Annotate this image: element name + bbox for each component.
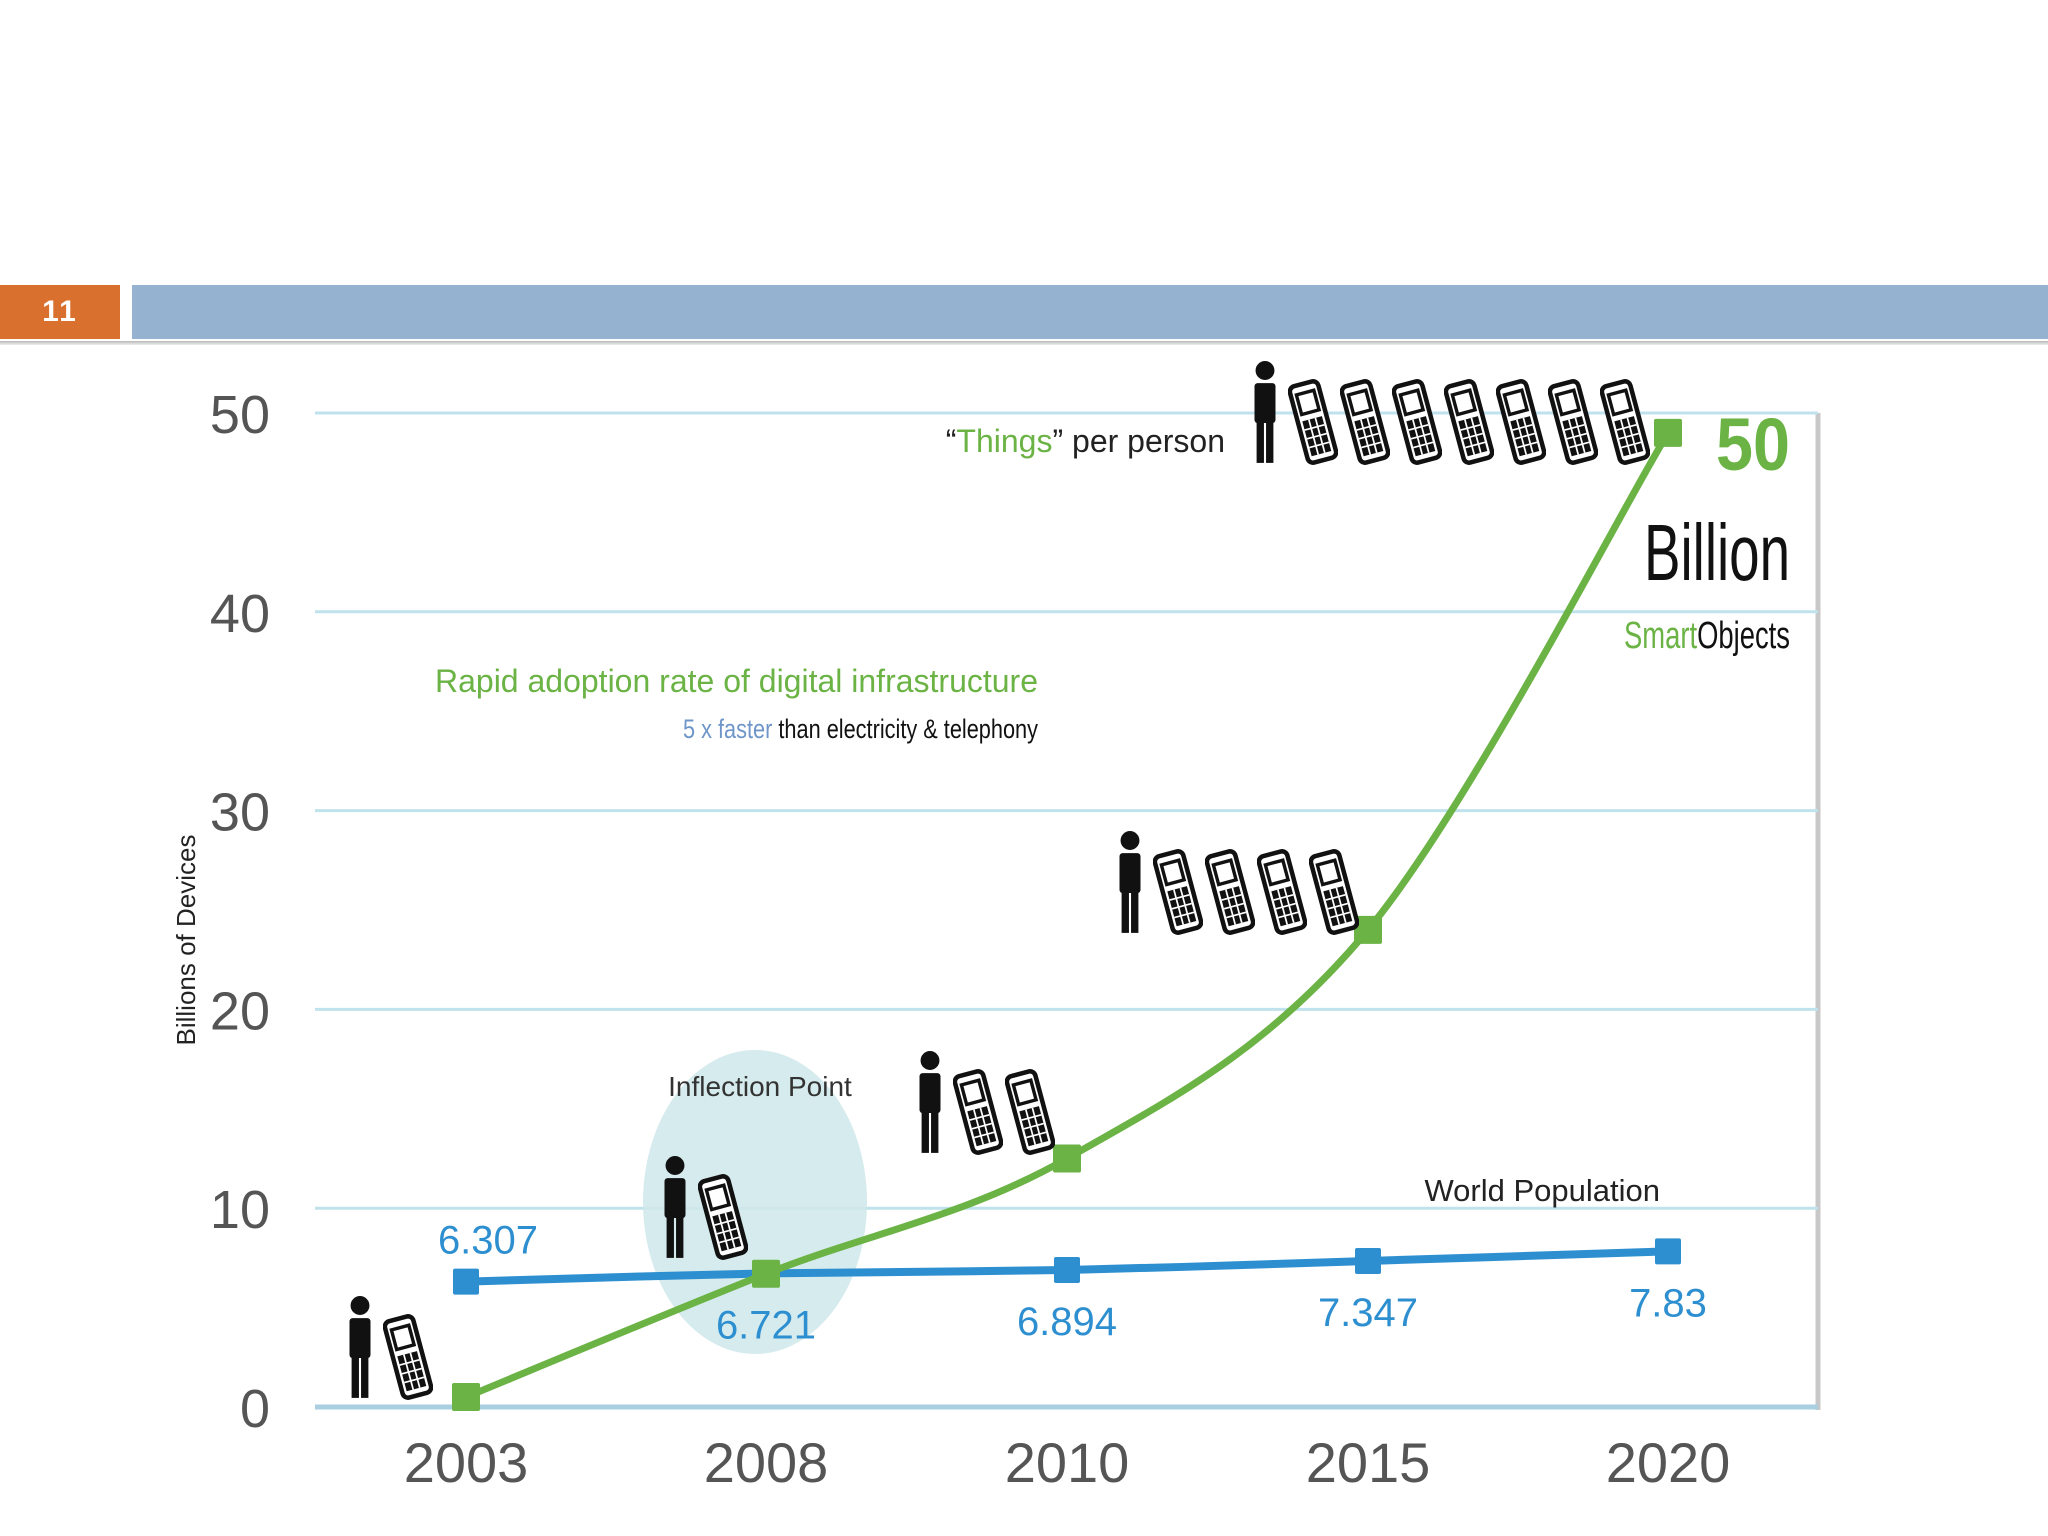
person-icon	[349, 1296, 371, 1398]
things-per-person-icons	[349, 361, 1650, 1399]
devices-point-2015	[1354, 915, 1382, 944]
y-tick-40: 40	[210, 584, 270, 644]
population-value-2008: 6.721	[716, 1303, 816, 1347]
y-tick-labels: 0 10 20 30 40 50	[210, 385, 270, 1439]
slide-number: 11	[0, 285, 120, 339]
series-group	[452, 418, 1682, 1412]
mobile-phone-icon	[1445, 380, 1494, 464]
population-value-2015: 7.347	[1318, 1291, 1418, 1335]
mobile-phone-icon	[1497, 380, 1546, 464]
x-tick-2020: 2020	[1606, 1431, 1731, 1494]
things-group-2015	[1119, 831, 1359, 934]
things-per-person-label: “Things” per person	[946, 423, 1225, 459]
world-population-label: World Population	[1424, 1173, 1660, 1208]
x-tick-2010: 2010	[1005, 1431, 1130, 1494]
population-point-2003	[453, 1268, 479, 1295]
mobile-phone-icon	[1341, 380, 1390, 464]
faster-label: 5 x faster than electricity & telephony	[683, 714, 1038, 744]
adoption-rate-label: Rapid adoption rate of digital infrastru…	[435, 663, 1038, 699]
x-tick-2015: 2015	[1306, 1431, 1431, 1494]
person-icon	[1254, 361, 1276, 463]
person-icon	[1119, 831, 1141, 933]
smart-objects-label: SmartObjects	[1624, 615, 1790, 657]
y-tick-30: 30	[210, 783, 270, 843]
y-tick-0: 0	[240, 1379, 270, 1439]
devices-line	[462, 429, 1672, 1401]
population-point-2010	[1054, 1256, 1080, 1283]
mobile-phone-icon	[1393, 380, 1442, 464]
mobile-phone-icon	[1549, 380, 1598, 464]
mobile-phone-icon	[1154, 850, 1203, 934]
devices-point-2008	[752, 1259, 780, 1288]
inflection-label: Inflection Point	[668, 1071, 852, 1102]
population-point-2020	[1655, 1238, 1681, 1265]
y-tick-10: 10	[210, 1180, 270, 1240]
mobile-phone-icon	[1289, 380, 1338, 464]
population-value-2003: 6.307	[438, 1219, 538, 1263]
mobile-phone-icon	[1206, 850, 1255, 934]
population-value-2010: 6.894	[1017, 1300, 1117, 1344]
title-band	[132, 285, 2048, 339]
population-value-2020: 7.83	[1629, 1281, 1707, 1325]
mobile-phone-icon	[1006, 1070, 1055, 1154]
total-devices-number: 50	[1716, 403, 1790, 486]
y-tick-20: 20	[210, 981, 270, 1041]
devices-point-2003	[452, 1383, 480, 1412]
devices-point-2010	[1053, 1144, 1081, 1173]
total-devices-unit: Billion	[1644, 508, 1790, 597]
y-axis-label: Billions of Devices	[171, 835, 201, 1046]
header-shadow	[0, 341, 2048, 345]
mobile-phone-icon	[1258, 850, 1307, 934]
mobile-phone-icon	[954, 1070, 1003, 1154]
mobile-phone-icon	[1310, 850, 1359, 934]
x-tick-labels: 2003 2008 2010 2015 2020	[404, 1431, 1731, 1494]
x-tick-2003: 2003	[404, 1431, 529, 1494]
things-group-2003	[349, 1296, 433, 1399]
population-value-labels: 6.307 6.721 6.894 7.347 7.83	[438, 1219, 1707, 1348]
mobile-phone-icon	[1601, 380, 1650, 464]
devices-point-2020	[1654, 418, 1682, 447]
x-tick-2008: 2008	[704, 1431, 829, 1494]
person-icon	[919, 1051, 941, 1153]
things-group-2010	[919, 1051, 1055, 1154]
y-tick-50: 50	[210, 385, 270, 445]
population-point-2015	[1355, 1247, 1381, 1274]
slide-header-bar: 11	[0, 285, 2048, 345]
mobile-phone-icon	[384, 1315, 433, 1399]
